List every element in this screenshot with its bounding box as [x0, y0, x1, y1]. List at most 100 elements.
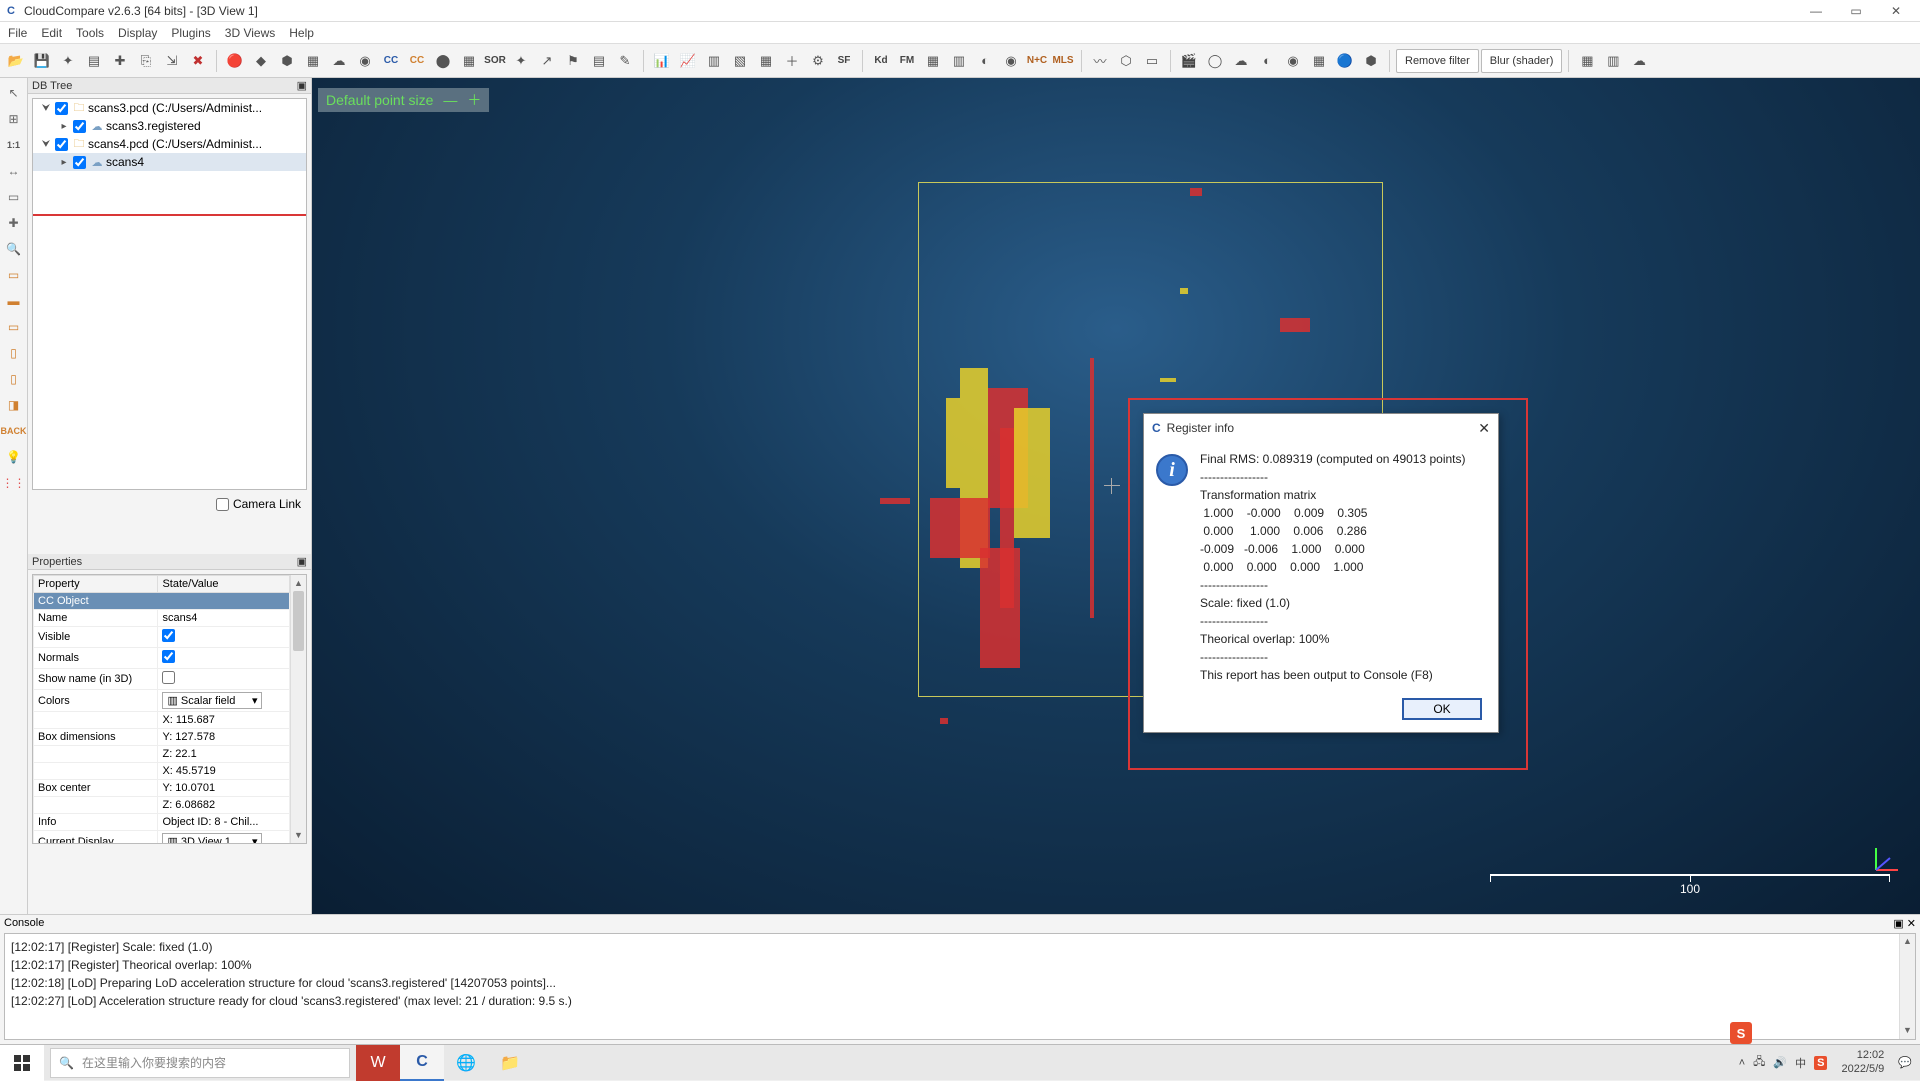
p1-icon[interactable]: ◯ [1203, 49, 1227, 73]
tool4-icon[interactable]: ▦ [301, 49, 325, 73]
chart4-icon[interactable]: ▧ [728, 49, 752, 73]
taskbar-search[interactable]: 🔍 在这里输入你要搜索的内容 [50, 1048, 350, 1078]
flag-icon[interactable]: ⚑ [561, 49, 585, 73]
vtool-dots-icon[interactable]: ⋮⋮ [3, 472, 25, 494]
vtool-center-icon[interactable]: ✚ [3, 212, 25, 234]
vtool-pick-icon[interactable]: ↖ [3, 82, 25, 104]
vtool-top-icon[interactable]: ▭ [3, 316, 25, 338]
r2-icon[interactable]: ▥ [1601, 49, 1625, 73]
tree-row[interactable]: ▸☁scans4 [33, 153, 306, 171]
minimize-button[interactable]: — [1796, 0, 1836, 22]
vtool-light-icon[interactable]: 💡 [3, 446, 25, 468]
task-wps[interactable]: W [356, 1045, 400, 1081]
dbtree-body[interactable]: ⮟🗀scans3.pcd (C:/Users/Administ...▸☁scan… [32, 98, 307, 490]
grid2-icon[interactable]: ▦ [921, 49, 945, 73]
ok-button[interactable]: OK [1402, 698, 1482, 720]
start-button[interactable] [0, 1045, 44, 1081]
taskbar-clock[interactable]: 12:02 2022/5/9 [1835, 1049, 1890, 1075]
prop-combo[interactable]: ▥ Scalar field▾ [162, 692, 262, 709]
fm-icon[interactable]: FM [895, 49, 919, 73]
vtool-1to1-icon[interactable]: 1:1 [3, 134, 25, 156]
vtool-back-label[interactable]: BACK [3, 420, 25, 442]
task-chrome[interactable]: 🌐 [444, 1045, 488, 1081]
prop-checkbox[interactable] [162, 650, 175, 663]
dbtree-dock-icon[interactable]: ▣ [297, 79, 307, 92]
console-scrollbar[interactable]: ▲ ▼ [1899, 934, 1915, 1039]
t3-icon[interactable]: ▭ [1140, 49, 1164, 73]
tool6-icon[interactable]: ◉ [353, 49, 377, 73]
clone-icon[interactable]: ⎘ [134, 49, 158, 73]
tree-twisty[interactable]: ▸ [57, 157, 71, 168]
vtool-right-icon[interactable]: ▯ [3, 368, 25, 390]
sphere-icon[interactable]: ⬤ [431, 49, 455, 73]
tray-network-icon[interactable]: 🖧 [1753, 1053, 1765, 1072]
tree-twisty[interactable]: ▸ [57, 121, 71, 132]
tool-icon[interactable]: ✦ [56, 49, 80, 73]
prop-combo[interactable]: ▥ 3D View 1▾ [162, 833, 262, 844]
vtool-iso-icon[interactable]: ◨ [3, 394, 25, 416]
tree-row[interactable]: ▸☁scans3.registered [33, 117, 306, 135]
tray-chevron-icon[interactable]: ˄ [1739, 1057, 1745, 1069]
point-size-plus[interactable]: ＋ [467, 90, 481, 110]
nc-icon[interactable]: N+C [1025, 49, 1049, 73]
tree-twisty[interactable]: ⮟ [39, 139, 53, 150]
console-dock-icon[interactable]: ▣ [1893, 918, 1903, 930]
vtool-zoom-icon[interactable]: 🔍 [3, 238, 25, 260]
cc2-icon[interactable]: CC [405, 49, 429, 73]
tree-twisty[interactable]: ⮟ [39, 103, 53, 114]
arrow-icon[interactable]: ↗ [535, 49, 559, 73]
stack-icon[interactable]: ▤ [587, 49, 611, 73]
tree-checkbox[interactable] [73, 120, 86, 133]
tray-ime-icon[interactable]: S [1814, 1056, 1827, 1070]
vtool-arrow-icon[interactable]: ↔ [3, 160, 25, 182]
notifications-icon[interactable]: 💬 [1898, 1056, 1912, 1069]
tree-checkbox[interactable] [73, 156, 86, 169]
blur-button[interactable]: Blur (shader) [1481, 49, 1563, 73]
ime-indicator[interactable]: S [1730, 1022, 1752, 1044]
wand-icon[interactable]: ✦ [509, 49, 533, 73]
menu-display[interactable]: Display [118, 26, 157, 40]
camera-link-checkbox[interactable] [216, 498, 229, 511]
film-icon[interactable]: 🎬 [1177, 49, 1201, 73]
menu-edit[interactable]: Edit [41, 26, 62, 40]
prop-checkbox[interactable] [162, 671, 175, 684]
open-icon[interactable]: 📂 [4, 49, 28, 73]
tree-row[interactable]: ⮟🗀scans4.pcd (C:/Users/Administ... [33, 135, 306, 153]
kd-icon[interactable]: Kd [869, 49, 893, 73]
tree-row[interactable]: ⮟🗀scans3.pcd (C:/Users/Administ... [33, 99, 306, 117]
tray-volume-icon[interactable]: 🔊 [1773, 1056, 1787, 1069]
color-icon[interactable]: 🔴 [223, 49, 247, 73]
console-body[interactable]: [12:02:17] [Register] Scale: fixed (1.0)… [4, 933, 1916, 1040]
plus-icon[interactable]: ＋ [780, 49, 804, 73]
p2-icon[interactable]: ☁ [1229, 49, 1253, 73]
ball2-icon[interactable]: ◉ [999, 49, 1023, 73]
r3-icon[interactable]: ☁ [1627, 49, 1651, 73]
menu-help[interactable]: Help [289, 26, 314, 40]
vtool-fit-icon[interactable]: ▭ [3, 186, 25, 208]
maximize-button[interactable]: ▭ [1836, 0, 1876, 22]
merge-icon[interactable]: ⇲ [160, 49, 184, 73]
tool2-icon[interactable]: ◆ [249, 49, 273, 73]
tree-checkbox[interactable] [55, 138, 68, 151]
point-size-minus[interactable]: — [443, 92, 457, 108]
grid3-icon[interactable]: ▥ [947, 49, 971, 73]
r1-icon[interactable]: ▦ [1575, 49, 1599, 73]
dialog-titlebar[interactable]: C Register info ✕ [1144, 414, 1498, 442]
menu-file[interactable]: File [8, 26, 27, 40]
curve-icon[interactable]: 〰 [1088, 49, 1112, 73]
vtool-left-icon[interactable]: ▯ [3, 342, 25, 364]
close-button[interactable]: ✕ [1876, 0, 1916, 22]
sor-icon[interactable]: SOR [483, 49, 507, 73]
menu-3dviews[interactable]: 3D Views [225, 26, 275, 40]
ball-icon[interactable]: ◐ [973, 49, 997, 73]
p7-icon[interactable]: ⬢ [1359, 49, 1383, 73]
menu-tools[interactable]: Tools [76, 26, 104, 40]
t2-icon[interactable]: ⬡ [1114, 49, 1138, 73]
eraser-icon[interactable]: ✎ [613, 49, 637, 73]
p3-icon[interactable]: ◐ [1255, 49, 1279, 73]
vtool-back-icon[interactable]: ▬ [3, 290, 25, 312]
tool3-icon[interactable]: ⬢ [275, 49, 299, 73]
dialog-close-icon[interactable]: ✕ [1478, 420, 1490, 437]
list-icon[interactable]: ▤ [82, 49, 106, 73]
mls-icon[interactable]: MLS [1051, 49, 1075, 73]
